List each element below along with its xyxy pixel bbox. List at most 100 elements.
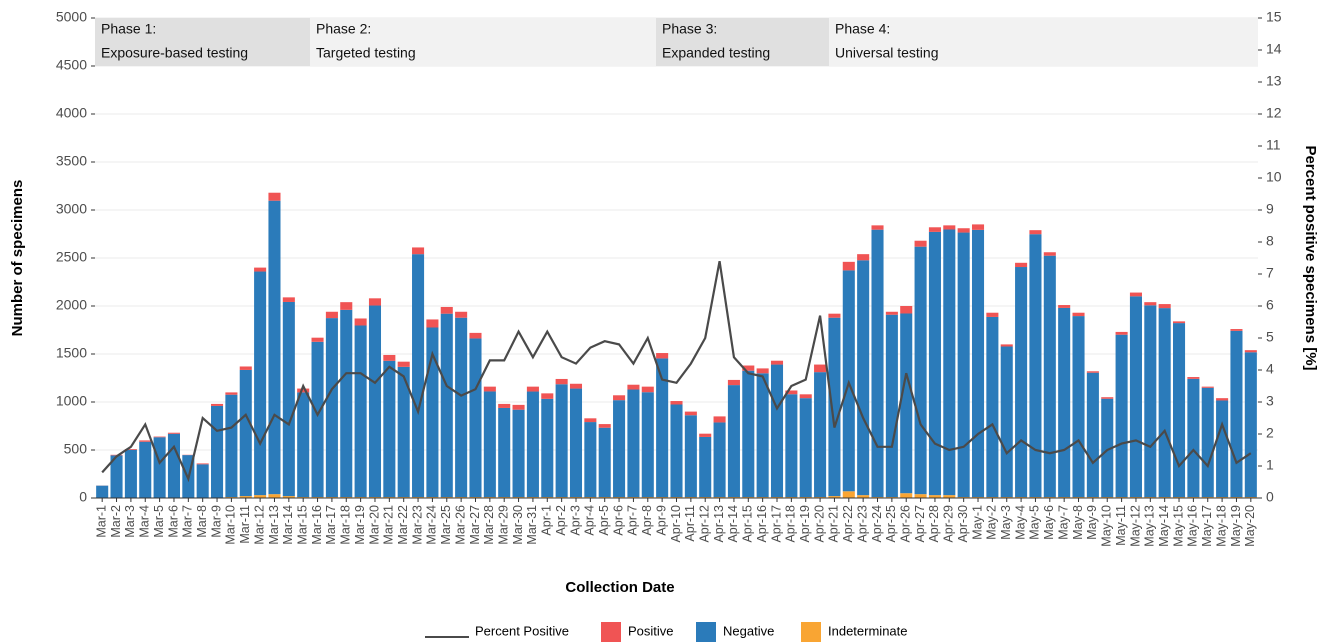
- y2-tick-label: 1: [1266, 457, 1274, 473]
- bar-segment: [254, 267, 267, 272]
- phase-band: [829, 18, 1258, 66]
- bar-segment: [483, 386, 496, 392]
- y-tick-label: 5000: [56, 9, 87, 25]
- bar-segment: [397, 366, 410, 498]
- bar-segment: [1201, 386, 1214, 388]
- bar-segment: [311, 337, 324, 342]
- bar-segment: [555, 378, 568, 385]
- bar-segment: [541, 398, 554, 498]
- bar-segment: [713, 416, 726, 423]
- bar-segment: [914, 246, 927, 495]
- x-tick-label: Mar-21: [382, 505, 396, 545]
- bar-segment: [885, 314, 898, 498]
- bar-segment: [483, 391, 496, 498]
- y2-tick-label: 7: [1266, 265, 1274, 281]
- x-tick-label: Mar-10: [224, 505, 238, 545]
- bar-segment: [986, 316, 999, 498]
- x-tick-label: Mar-8: [195, 505, 209, 538]
- bar-segment: [354, 318, 367, 326]
- x-tick-label: Apr-22: [841, 505, 855, 543]
- bar-segment: [1158, 308, 1171, 498]
- bar-segment: [814, 364, 827, 373]
- bar-segment: [282, 297, 295, 302]
- bar-segment: [928, 227, 941, 232]
- x-tick-label: Mar-28: [482, 505, 496, 545]
- bar-segment: [455, 317, 468, 498]
- bar-segment: [124, 449, 137, 450]
- x-tick-label: May-18: [1214, 505, 1228, 547]
- x-tick-label: Apr-11: [683, 505, 697, 542]
- bar-segment: [742, 365, 755, 371]
- x-tick-label: Mar-24: [425, 505, 439, 545]
- bar-segment: [900, 493, 913, 498]
- bar-segment: [254, 495, 267, 498]
- x-tick-label: Apr-14: [726, 505, 740, 543]
- phase-text: Expanded testing: [662, 45, 770, 61]
- bar-segment: [455, 311, 468, 318]
- bar-segment: [1086, 371, 1099, 373]
- x-tick-label: Mar-14: [281, 505, 295, 545]
- bar-segment: [1144, 305, 1157, 498]
- x-tick-label: Mar-13: [267, 505, 281, 545]
- bar-segment: [641, 386, 654, 393]
- bar-segment: [598, 424, 611, 428]
- bar-segment: [943, 495, 956, 498]
- legend-label: Positive: [628, 623, 674, 638]
- bar-segment: [1015, 267, 1028, 498]
- bar-segment: [225, 392, 238, 395]
- y-tick-label: 0: [79, 489, 87, 505]
- bar-segment: [139, 440, 152, 442]
- bar-segment: [1230, 330, 1243, 498]
- bar-segment: [857, 254, 870, 261]
- bar-segment: [1015, 262, 1028, 268]
- bar-segment: [397, 361, 410, 367]
- bar-segment: [469, 338, 482, 498]
- bar-segment: [282, 301, 295, 497]
- x-tick-label: Mar-19: [353, 505, 367, 545]
- bar-segment: [239, 369, 252, 497]
- y2-tick-label: 3: [1266, 393, 1274, 409]
- bar-segment: [569, 388, 583, 498]
- x-tick-label: Apr-21: [827, 505, 841, 543]
- bar-segment: [785, 394, 798, 498]
- x-tick-label: May-9: [1085, 505, 1099, 540]
- x-tick-label: Mar-3: [123, 505, 137, 538]
- bar-segment: [368, 298, 382, 306]
- phase-text: Universal testing: [835, 45, 939, 61]
- bar-segment: [670, 404, 683, 498]
- bar-segment: [297, 392, 310, 498]
- bar-segment: [239, 496, 252, 498]
- x-tick-label: Mar-9: [209, 505, 223, 538]
- bar-segment: [1129, 292, 1142, 297]
- bar-segment: [756, 368, 769, 374]
- phase-title: Phase 3:: [662, 21, 717, 37]
- bar-segment: [857, 495, 870, 498]
- x-tick-label: May-12: [1128, 505, 1142, 547]
- bar-segment: [914, 240, 927, 247]
- x-tick-label: Mar-12: [252, 505, 266, 545]
- x-tick-label: May-10: [1100, 505, 1114, 547]
- bar-segment: [1216, 398, 1229, 401]
- bar-segment: [1043, 255, 1056, 498]
- y-tick-label: 1000: [56, 393, 87, 409]
- bar-segment: [871, 225, 884, 230]
- bar-segment: [598, 427, 611, 498]
- x-tick-label: May-6: [1042, 505, 1056, 540]
- x-tick-label: Apr-23: [855, 505, 869, 543]
- bar-segment: [555, 384, 568, 498]
- phase-title: Phase 2:: [316, 21, 371, 37]
- x-tick-label: Apr-3: [568, 505, 582, 536]
- bar-segment: [225, 394, 238, 498]
- phase-title: Phase 4:: [835, 21, 890, 37]
- phase-title: Phase 1:: [101, 21, 156, 37]
- bar-segment: [196, 463, 209, 465]
- x-tick-label: Apr-16: [755, 505, 769, 543]
- x-tick-label: May-1: [970, 505, 984, 540]
- bar-segment: [727, 379, 740, 386]
- y2-tick-label: 8: [1266, 233, 1274, 249]
- x-tick-label: Apr-20: [812, 505, 826, 543]
- y-tick-label: 2500: [56, 249, 87, 265]
- bar-segment: [153, 437, 166, 498]
- x-tick-label: Mar-26: [453, 505, 467, 545]
- x-tick-label: May-13: [1143, 505, 1157, 547]
